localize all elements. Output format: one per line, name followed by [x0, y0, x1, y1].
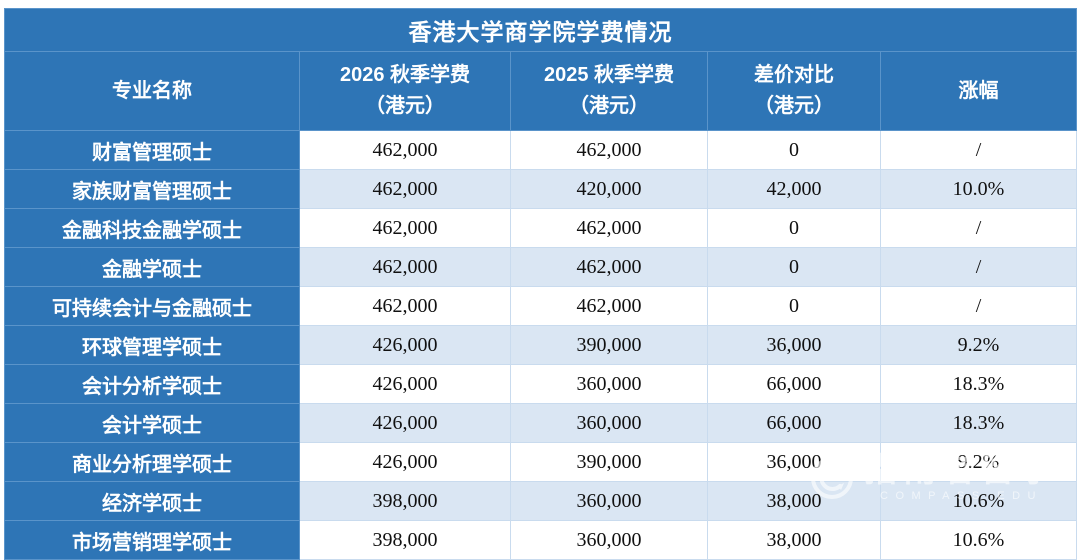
col-header-increase: 涨幅 — [880, 51, 1077, 131]
col-header-diff: 差价对比 （港元） — [707, 51, 881, 131]
col-header-unit: （港元） — [569, 95, 649, 117]
diff-value: 0 — [707, 286, 881, 326]
fee-2025-value: 390,000 — [510, 442, 708, 482]
fee-2026-value: 426,000 — [299, 364, 511, 404]
col-header-label: 2026 秋季学费 — [339, 64, 471, 86]
diff-value: 36,000 — [707, 325, 881, 365]
increase-value: 18.3% — [880, 364, 1077, 404]
col-header-unit: （港元） — [365, 95, 445, 117]
program-name: 市场营销理学硕士 — [4, 520, 300, 560]
col-header-fee-2026: 2026 秋季学费 （港元） — [299, 51, 511, 131]
table-row: 金融科技金融学硕士 462,000 462,000 0 / — [4, 208, 1077, 248]
fee-2026-value: 462,000 — [299, 169, 511, 209]
increase-value: 10.6% — [880, 481, 1077, 521]
fee-2025-value: 462,000 — [510, 247, 708, 287]
table-row: 财富管理硕士 462,000 462,000 0 / — [4, 130, 1077, 170]
increase-value: / — [880, 130, 1077, 170]
diff-value: 36,000 — [707, 442, 881, 482]
program-name: 商业分析理学硕士 — [4, 442, 300, 482]
table-row: 市场营销理学硕士 398,000 360,000 38,000 10.6% — [4, 520, 1077, 560]
fee-2026-value: 398,000 — [299, 481, 511, 521]
fee-2025-value: 390,000 — [510, 325, 708, 365]
program-name: 家族财富管理硕士 — [4, 169, 300, 209]
table-row: 家族财富管理硕士 462,000 420,000 42,000 10.0% — [4, 169, 1077, 209]
table-row: 会计分析学硕士 426,000 360,000 66,000 18.3% — [4, 364, 1077, 404]
table-row: 商业分析理学硕士 426,000 390,000 36,000 9.2% — [4, 442, 1077, 482]
col-header-label: 差价对比 — [754, 64, 834, 86]
col-header-label: 专业名称 — [112, 79, 192, 102]
table-row: 金融学硕士 462,000 462,000 0 / — [4, 247, 1077, 287]
program-name: 可持续会计与金融硕士 — [4, 286, 300, 326]
fee-2025-value: 360,000 — [510, 364, 708, 404]
col-header-fee-2025: 2025 秋季学费 （港元） — [510, 51, 708, 131]
increase-value: 10.0% — [880, 169, 1077, 209]
col-header-unit: （港元） — [754, 95, 834, 117]
fee-2025-value: 462,000 — [510, 130, 708, 170]
fee-2025-value: 360,000 — [510, 520, 708, 560]
diff-value: 0 — [707, 208, 881, 248]
fee-2025-value: 462,000 — [510, 208, 708, 248]
increase-value: / — [880, 286, 1077, 326]
col-header-label: 涨幅 — [958, 79, 999, 102]
diff-value: 66,000 — [707, 364, 881, 404]
col-header-program: 专业名称 — [4, 51, 300, 131]
fee-2026-value: 426,000 — [299, 403, 511, 443]
table-row: 环球管理学硕士 426,000 390,000 36,000 9.2% — [4, 325, 1077, 365]
increase-value: / — [880, 208, 1077, 248]
fee-2026-value: 398,000 — [299, 520, 511, 560]
diff-value: 38,000 — [707, 481, 881, 521]
increase-value: 9.2% — [880, 325, 1077, 365]
program-name: 金融科技金融学硕士 — [4, 208, 300, 248]
fee-2026-value: 462,000 — [299, 247, 511, 287]
increase-value: / — [880, 247, 1077, 287]
increase-value: 18.3% — [880, 403, 1077, 443]
fee-2026-value: 462,000 — [299, 286, 511, 326]
diff-value: 0 — [707, 130, 881, 170]
diff-value: 66,000 — [707, 403, 881, 443]
increase-value: 9.2% — [880, 442, 1077, 482]
program-name: 金融学硕士 — [4, 247, 300, 287]
program-name: 经济学硕士 — [4, 481, 300, 521]
fee-2025-value: 360,000 — [510, 403, 708, 443]
table-row: 可持续会计与金融硕士 462,000 462,000 0 / — [4, 286, 1077, 326]
table-title: 香港大学商学院学费情况 — [4, 8, 1077, 52]
table-row: 会计学硕士 426,000 360,000 66,000 18.3% — [4, 403, 1077, 443]
fee-2026-value: 462,000 — [299, 130, 511, 170]
fee-2025-value: 420,000 — [510, 169, 708, 209]
program-name: 财富管理硕士 — [4, 130, 300, 170]
fee-2026-value: 426,000 — [299, 442, 511, 482]
diff-value: 38,000 — [707, 520, 881, 560]
header-row: 专业名称 2026 秋季学费 （港元） 2025 秋季学费 （港元） 差价对比 … — [4, 51, 1077, 131]
fee-2026-value: 462,000 — [299, 208, 511, 248]
fee-2025-value: 462,000 — [510, 286, 708, 326]
diff-value: 42,000 — [707, 169, 881, 209]
diff-value: 0 — [707, 247, 881, 287]
program-name: 环球管理学硕士 — [4, 325, 300, 365]
increase-value: 10.6% — [880, 520, 1077, 560]
program-name: 会计学硕士 — [4, 403, 300, 443]
fee-2025-value: 360,000 — [510, 481, 708, 521]
table-row: 经济学硕士 398,000 360,000 38,000 10.6% — [4, 481, 1077, 521]
tuition-table: 香港大学商学院学费情况 专业名称 2026 秋季学费 （港元） 2025 秋季学… — [4, 8, 1077, 560]
program-name: 会计分析学硕士 — [4, 364, 300, 404]
fee-2026-value: 426,000 — [299, 325, 511, 365]
col-header-label: 2025 秋季学费 — [543, 64, 675, 86]
